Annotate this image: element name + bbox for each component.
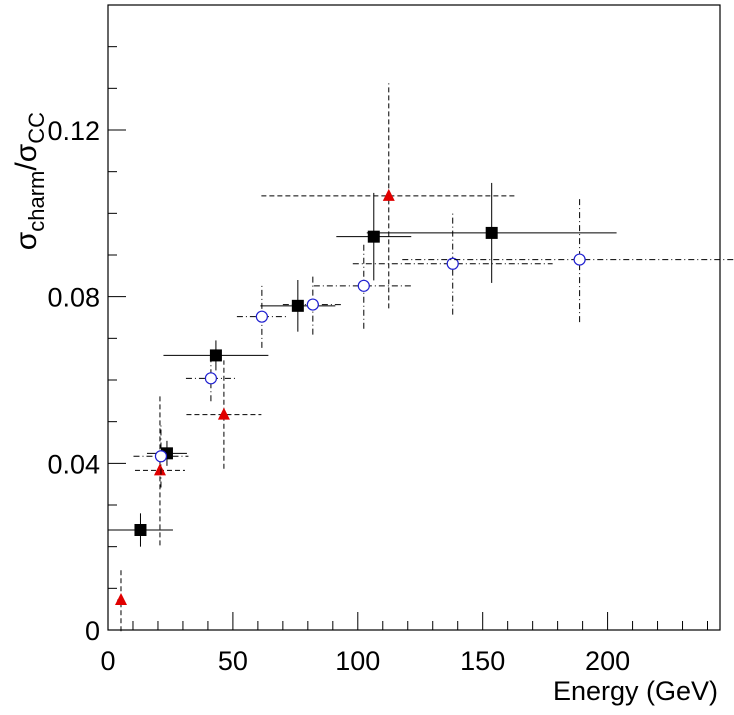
marker-circle: [573, 253, 586, 266]
marker-square: [367, 230, 380, 243]
y-label-part: CC: [24, 112, 49, 144]
y-tick-label: 0.08: [47, 283, 100, 313]
x-tick-label: 150: [460, 646, 505, 676]
y-label-part: /σ: [10, 143, 43, 170]
marker-triangle: [382, 188, 395, 201]
y-tick-label: 0: [85, 616, 100, 646]
marker-triangle: [153, 463, 166, 476]
marker-circle: [204, 372, 218, 385]
y-tick-label: 0.12: [47, 116, 100, 146]
marker-circle: [306, 298, 319, 311]
x-tick-label: 0: [100, 646, 115, 676]
marker-triangle: [217, 407, 230, 420]
x-tick-label: 100: [335, 646, 380, 676]
x-axis-label: Energy (GeV): [553, 676, 718, 706]
y-axis-label: σcharm/σCC: [10, 112, 49, 250]
marker-circle: [357, 279, 370, 292]
x-tick-label: 50: [218, 646, 248, 676]
marker-circle: [255, 310, 268, 323]
plot-frame: [107, 4, 721, 631]
marker-square: [209, 349, 222, 362]
marker-triangle: [114, 593, 127, 605]
marker-circle: [154, 450, 168, 463]
marker-square: [134, 524, 147, 536]
marker-circle: [446, 257, 459, 270]
marker-square: [485, 226, 498, 239]
y-label-part: σ: [10, 231, 43, 250]
x-tick-label: 200: [585, 646, 630, 676]
y-label-part: charm: [24, 171, 49, 232]
marker-square: [291, 299, 304, 312]
y-tick-label: 0.04: [47, 449, 100, 479]
